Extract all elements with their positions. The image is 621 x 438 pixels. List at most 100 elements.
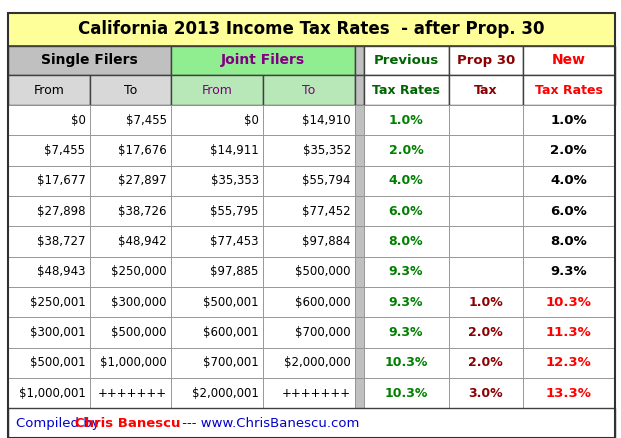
Bar: [171, 196, 263, 226]
Bar: [355, 348, 363, 378]
Bar: [263, 75, 355, 105]
Bar: [363, 226, 448, 257]
Bar: [523, 75, 615, 105]
Text: $55,794: $55,794: [302, 174, 351, 187]
Bar: [8, 257, 89, 287]
Text: 6.0%: 6.0%: [389, 205, 424, 218]
Text: $27,897: $27,897: [118, 174, 167, 187]
Text: Prop 30: Prop 30: [456, 54, 515, 67]
Text: $500,001: $500,001: [30, 356, 85, 369]
Text: $48,943: $48,943: [37, 265, 85, 278]
Text: 10.3%: 10.3%: [546, 296, 592, 309]
Text: From: From: [34, 84, 65, 97]
Bar: [263, 196, 355, 226]
Bar: [8, 226, 89, 257]
Text: Chris Banescu: Chris Banescu: [75, 417, 180, 430]
Bar: [263, 378, 355, 408]
Bar: [263, 105, 355, 135]
Bar: [355, 378, 363, 408]
Text: $7,455: $7,455: [44, 144, 85, 157]
Bar: [171, 378, 263, 408]
Bar: [448, 135, 523, 166]
Bar: [171, 105, 263, 135]
Text: 2.0%: 2.0%: [389, 144, 424, 157]
Bar: [8, 287, 89, 317]
Text: 12.3%: 12.3%: [546, 356, 592, 369]
Bar: [171, 46, 355, 75]
Text: $38,727: $38,727: [37, 235, 85, 248]
Text: +++++++: +++++++: [282, 387, 351, 399]
Bar: [448, 226, 523, 257]
Bar: [89, 226, 171, 257]
Bar: [523, 46, 615, 75]
Bar: [523, 166, 615, 196]
Bar: [89, 348, 171, 378]
Text: $97,884: $97,884: [302, 235, 351, 248]
Text: New: New: [552, 53, 586, 67]
Bar: [171, 348, 263, 378]
Bar: [171, 75, 263, 105]
Bar: [448, 196, 523, 226]
Text: --- www.ChrisBanescu.com: --- www.ChrisBanescu.com: [178, 417, 360, 430]
Text: Joint Filers: Joint Filers: [221, 53, 305, 67]
Bar: [523, 348, 615, 378]
Bar: [8, 378, 89, 408]
Bar: [523, 135, 615, 166]
Text: $7,455: $7,455: [126, 114, 167, 127]
Text: 11.3%: 11.3%: [546, 326, 592, 339]
Bar: [171, 287, 263, 317]
Bar: [355, 287, 363, 317]
Text: 8.0%: 8.0%: [389, 235, 424, 248]
Bar: [89, 105, 171, 135]
Text: $0: $0: [244, 114, 259, 127]
Text: 9.3%: 9.3%: [389, 326, 424, 339]
Text: $35,353: $35,353: [211, 174, 259, 187]
Text: $2,000,001: $2,000,001: [192, 387, 259, 399]
Text: 13.3%: 13.3%: [546, 387, 592, 399]
Bar: [523, 105, 615, 135]
Bar: [363, 75, 448, 105]
Text: Tax: Tax: [474, 84, 497, 97]
Bar: [263, 226, 355, 257]
Bar: [171, 226, 263, 257]
Bar: [363, 135, 448, 166]
Text: Single Filers: Single Filers: [42, 53, 138, 67]
Bar: [89, 135, 171, 166]
Text: $17,677: $17,677: [37, 174, 85, 187]
Text: +++++++: +++++++: [97, 387, 167, 399]
Bar: [89, 287, 171, 317]
Text: 2.0%: 2.0%: [468, 326, 503, 339]
Bar: [89, 257, 171, 287]
Bar: [8, 348, 89, 378]
Bar: [8, 105, 89, 135]
Bar: [8, 196, 89, 226]
Bar: [448, 166, 523, 196]
Bar: [448, 46, 523, 75]
Text: $250,000: $250,000: [111, 265, 167, 278]
Text: $35,352: $35,352: [302, 144, 351, 157]
Bar: [263, 166, 355, 196]
Bar: [263, 348, 355, 378]
Bar: [355, 166, 363, 196]
Text: Compiled by: Compiled by: [16, 417, 104, 430]
Bar: [8, 408, 615, 438]
Bar: [8, 46, 171, 75]
Bar: [355, 46, 363, 75]
Text: 1.0%: 1.0%: [468, 296, 503, 309]
Bar: [523, 378, 615, 408]
Bar: [171, 317, 263, 348]
Text: California 2013 Income Tax Rates  - after Prop. 30: California 2013 Income Tax Rates - after…: [78, 20, 545, 39]
Bar: [8, 166, 89, 196]
Bar: [363, 317, 448, 348]
Bar: [355, 105, 363, 135]
Bar: [89, 378, 171, 408]
Text: $600,001: $600,001: [203, 326, 259, 339]
Bar: [448, 75, 523, 105]
Bar: [363, 287, 448, 317]
Bar: [448, 105, 523, 135]
Text: $300,001: $300,001: [30, 326, 85, 339]
Text: 10.3%: 10.3%: [384, 387, 428, 399]
Text: 6.0%: 6.0%: [550, 205, 587, 218]
Text: 1.0%: 1.0%: [389, 114, 424, 127]
Text: $0: $0: [71, 114, 85, 127]
